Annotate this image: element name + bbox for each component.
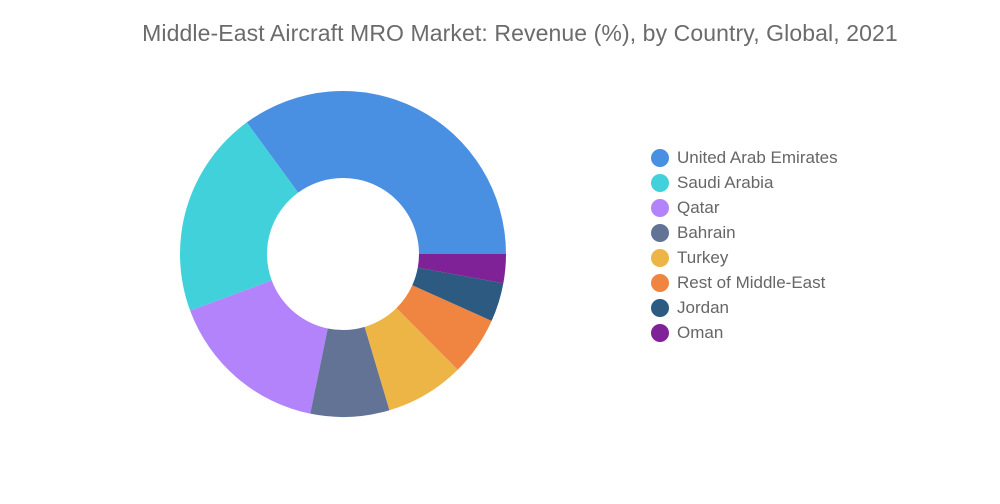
legend-swatch: [651, 198, 669, 217]
legend-label: Saudi Arabia: [677, 172, 774, 192]
legend-swatch: [651, 323, 669, 342]
legend-label: Oman: [677, 322, 724, 342]
slice-rest-of-middle-east: [396, 285, 492, 370]
legend-item-rest-of-middle-east: Rest of Middle-East: [651, 270, 838, 295]
legend-swatch: [651, 273, 669, 292]
legend-swatch: [651, 223, 669, 242]
slice-qatar: [190, 280, 328, 414]
legend: United Arab Emirates Saudi Arabia Qatar Bah…: [651, 145, 838, 345]
chart-title: Middle-East Aircraft MRO Market: Revenue…: [142, 20, 898, 46]
slice-jordan: [412, 267, 504, 321]
slice-saudi-arabia: [179, 122, 299, 311]
legend-label: Qatar: [677, 197, 720, 217]
legend-swatch: [651, 148, 669, 167]
legend-item-bahrain: Bahrain: [651, 220, 838, 245]
slice-united-arab-emirates: [246, 91, 506, 255]
legend-label: United Arab Emirates: [677, 147, 838, 167]
slice-bahrain: [310, 326, 390, 417]
legend-item-united-arab-emirates: United Arab Emirates: [651, 145, 838, 170]
legend-label: Bahrain: [677, 222, 736, 242]
legend-item-qatar: Qatar: [651, 195, 838, 220]
legend-label: Turkey: [677, 247, 729, 267]
legend-label: Jordan: [677, 297, 729, 317]
legend-swatch: [651, 248, 669, 267]
legend-label: Rest of Middle-East: [677, 272, 826, 292]
legend-swatch: [651, 173, 669, 192]
legend-item-oman: Oman: [651, 320, 838, 345]
legend-item-jordan: Jordan: [651, 295, 838, 320]
legend-item-turkey: Turkey: [651, 245, 838, 270]
slice-turkey: [364, 307, 458, 411]
slice-oman: [417, 254, 506, 284]
legend-swatch: [651, 298, 669, 317]
legend-item-saudi-arabia: Saudi Arabia: [651, 170, 838, 195]
